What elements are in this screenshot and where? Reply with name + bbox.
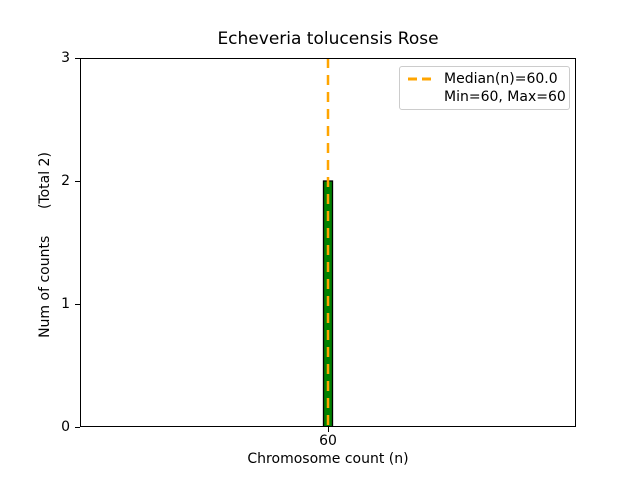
x-tick-label: 60 [319, 433, 337, 449]
y-tick-mark [75, 180, 80, 182]
legend-label-minmax: Min=60, Max=60 [444, 89, 566, 105]
legend-empty-marker [408, 95, 434, 99]
x-tick-mark [327, 427, 329, 432]
median-dashed-line-icon [408, 77, 434, 81]
y-tick-mark [75, 57, 80, 59]
legend-row-median: Median(n)=60.0 [408, 70, 561, 88]
plot-canvas [80, 58, 576, 427]
y-tick-label: 3 [61, 50, 70, 66]
y-tick-label: 2 [61, 173, 70, 189]
plot-area [80, 58, 576, 427]
y-tick-label: 1 [61, 296, 70, 312]
x-axis-label: Chromosome count (n) [247, 451, 409, 467]
y-tick-label: 0 [61, 419, 70, 435]
y-tick-mark [75, 426, 80, 428]
chart-title: Echeveria tolucensis Rose [217, 29, 439, 49]
y-tick-mark [75, 303, 80, 305]
legend-row-minmax: Min=60, Max=60 [408, 88, 566, 106]
legend-label-median: Median(n)=60.0 [444, 71, 558, 87]
legend: Median(n)=60.0 Min=60, Max=60 [399, 66, 570, 110]
axes-spines [80, 58, 576, 427]
